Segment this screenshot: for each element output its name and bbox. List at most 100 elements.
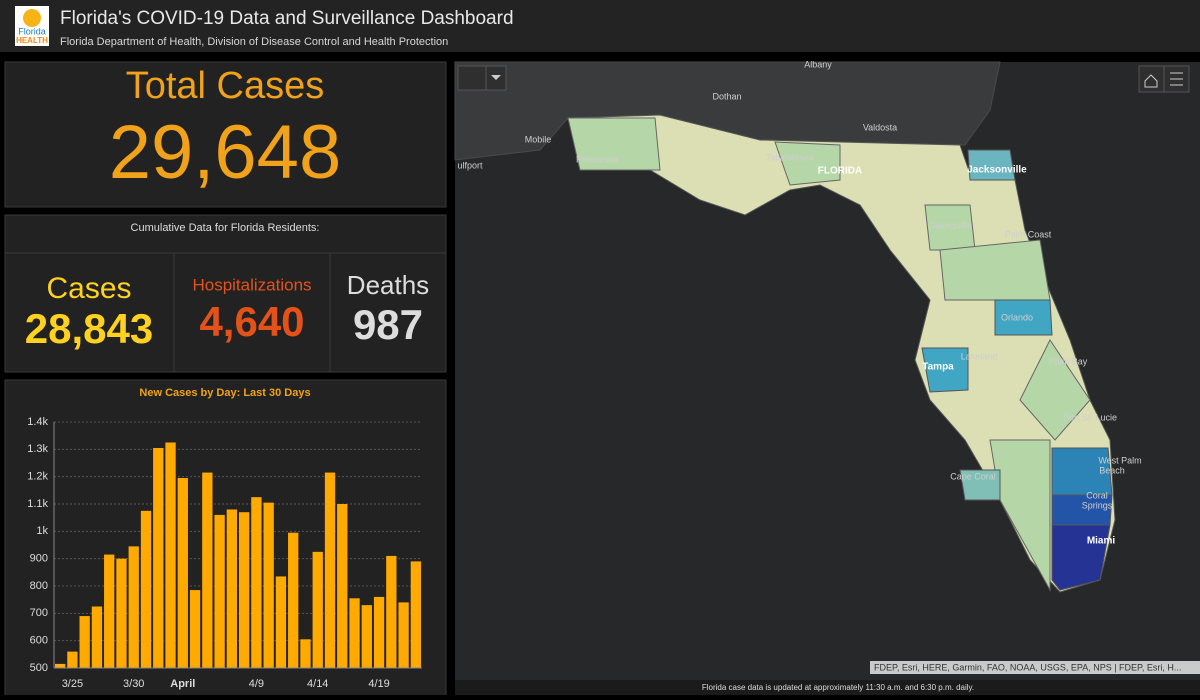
county bbox=[994, 299, 1053, 336]
map-label: Palm Bay bbox=[1049, 356, 1088, 366]
panel bbox=[4, 214, 447, 373]
map-label: Gainesville bbox=[928, 220, 972, 230]
bar bbox=[116, 558, 127, 668]
bar bbox=[349, 598, 360, 668]
map-label: Pensacola bbox=[576, 154, 618, 164]
bar bbox=[165, 442, 176, 668]
bar bbox=[54, 663, 66, 668]
bar bbox=[67, 651, 78, 668]
stat-value: 987 bbox=[353, 301, 423, 348]
bar bbox=[312, 551, 323, 668]
y-tick-label: 600 bbox=[30, 635, 48, 647]
attribution: FDEP, Esri, HERE, Garmin, FAO, NOAA, USG… bbox=[874, 662, 1181, 672]
bar bbox=[226, 509, 238, 668]
attribution-bar bbox=[870, 661, 1200, 674]
home-button[interactable] bbox=[1138, 65, 1165, 93]
stat-label: Deaths bbox=[347, 270, 429, 300]
bar bbox=[128, 546, 139, 668]
total-value: 29,648 bbox=[109, 110, 341, 195]
bar bbox=[288, 532, 299, 668]
footer: Florida case data is updated at approxim… bbox=[702, 683, 974, 692]
panel bbox=[4, 61, 447, 208]
map-label: Lakeland bbox=[961, 351, 998, 361]
bar bbox=[177, 478, 188, 668]
bar bbox=[202, 472, 213, 668]
bar bbox=[275, 576, 287, 668]
y-tick-label: 1.2k bbox=[27, 471, 48, 483]
chart-title: New Cases by Day: Last 30 Days bbox=[139, 387, 310, 399]
map-label: Springs bbox=[1082, 500, 1113, 510]
bar bbox=[373, 596, 385, 668]
bar-chart: 500 600 700 800 900 1k 1.1k 1.2k 1.3k 1.4k 3/25 3/3… bbox=[27, 416, 422, 690]
bar bbox=[153, 447, 164, 668]
bar bbox=[324, 472, 336, 668]
stat-label: Hospitalizations bbox=[192, 275, 311, 294]
bar bbox=[91, 606, 103, 668]
x-tick-label: 4/19 bbox=[368, 678, 389, 690]
map-label: Mobile bbox=[525, 134, 552, 144]
stat-value: 4,640 bbox=[199, 298, 304, 345]
map-label: Jacksonville bbox=[967, 165, 1027, 176]
bar bbox=[251, 497, 262, 668]
y-tick-label: 1k bbox=[36, 525, 48, 537]
map-label: Cape Coral bbox=[950, 471, 996, 481]
bar bbox=[410, 561, 422, 668]
x-tick-label: 4/9 bbox=[249, 678, 264, 690]
total-label: Total Cases bbox=[126, 65, 325, 107]
stat-value: 28,843 bbox=[25, 305, 153, 352]
x-tick-label: 3/25 bbox=[62, 678, 83, 690]
map-label: Orlando bbox=[1001, 312, 1033, 322]
bar bbox=[398, 602, 409, 668]
bar bbox=[361, 605, 372, 668]
y-tick-label: 1.1k bbox=[27, 498, 48, 510]
panel bbox=[4, 379, 447, 700]
bar bbox=[300, 639, 311, 668]
map-label: Tallahassee bbox=[766, 152, 814, 162]
map-label: Miami bbox=[1087, 536, 1116, 547]
county bbox=[967, 149, 1016, 181]
logo-sun bbox=[23, 9, 41, 27]
bar bbox=[238, 512, 250, 668]
map-label: Beach bbox=[1099, 465, 1125, 475]
map-label: Tampa bbox=[922, 362, 954, 373]
bar bbox=[214, 514, 225, 668]
bar bbox=[189, 590, 201, 668]
header-bar bbox=[0, 0, 1200, 52]
bar bbox=[337, 504, 348, 668]
map-label: Coral bbox=[1086, 490, 1108, 500]
county bbox=[959, 469, 1001, 501]
map-label: Palm Coast bbox=[1005, 229, 1052, 239]
county bbox=[1051, 524, 1111, 591]
county bbox=[1019, 339, 1091, 441]
y-tick-label: 700 bbox=[30, 607, 48, 619]
map-label: FLORIDA bbox=[818, 166, 862, 177]
subtitle: Florida Department of Health, Division o… bbox=[60, 36, 448, 48]
map-label: West Palm bbox=[1098, 455, 1141, 465]
y-tick-label: 500 bbox=[30, 662, 48, 674]
bar bbox=[386, 555, 397, 668]
map-label: Valdosta bbox=[863, 122, 897, 132]
title: Florida's COVID-19 Data and Surveillance… bbox=[60, 8, 514, 29]
x-tick-label: 4/14 bbox=[307, 678, 328, 690]
list-icon bbox=[1170, 72, 1183, 86]
logo-text: Florida bbox=[18, 26, 46, 36]
x-tick-label: 3/30 bbox=[123, 678, 144, 690]
footer-bar bbox=[455, 680, 1200, 695]
y-tick-label: 800 bbox=[30, 580, 48, 592]
x-tick-label: April bbox=[170, 678, 195, 690]
county bbox=[774, 141, 841, 186]
bar bbox=[79, 616, 90, 668]
panel-heading: Cumulative Data for Florida Residents: bbox=[131, 222, 320, 234]
dropdown-arrow bbox=[491, 75, 501, 80]
logo-text: HEALTH bbox=[16, 36, 48, 45]
y-tick-label: 1.3k bbox=[27, 443, 48, 455]
y-tick-label: 1.4k bbox=[27, 416, 48, 428]
county bbox=[939, 239, 1051, 301]
map-label: Albany bbox=[804, 59, 832, 69]
county bbox=[567, 117, 661, 171]
y-tick-label: 900 bbox=[30, 553, 48, 565]
map-tool-button[interactable] bbox=[457, 65, 487, 91]
map-label: Port St. Lucie bbox=[1063, 412, 1117, 422]
bar bbox=[263, 502, 274, 668]
